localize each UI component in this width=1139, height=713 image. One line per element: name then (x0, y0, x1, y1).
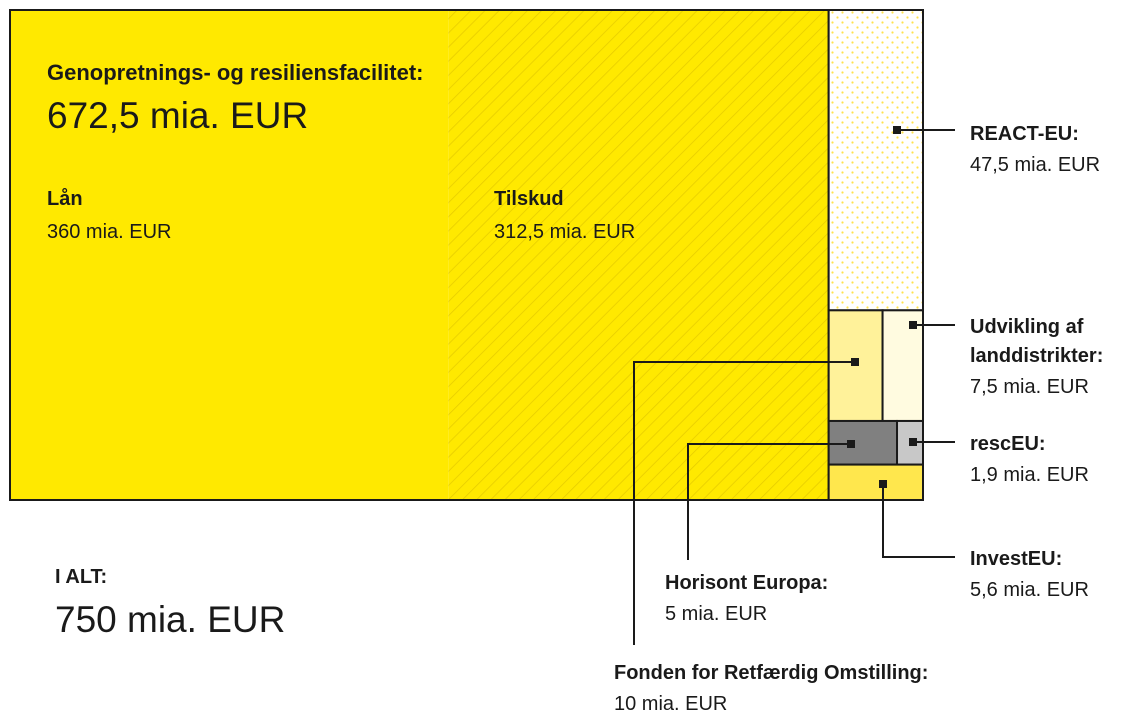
value-label: 1,9 mia. EUR (970, 464, 1089, 486)
label: Genopretnings- og resiliensfacilitet: (47, 60, 424, 85)
value-label: 47,5 mia. EUR (970, 154, 1100, 176)
value-label: 672,5 mia. EUR (47, 95, 308, 136)
total-value: 750 mia. EUR (55, 599, 285, 640)
tile (827, 463, 925, 501)
value-label: 312,5 mia. EUR (494, 221, 635, 243)
treemap (9, 9, 925, 501)
label: InvestEU: (970, 548, 1062, 570)
value-label: 5 mia. EUR (665, 603, 767, 625)
label: Tilskud (494, 188, 564, 210)
label: landdistrikter: (970, 345, 1103, 367)
tile (10, 10, 449, 500)
value-label: 7,5 mia. EUR (970, 376, 1089, 398)
label: Horisont Europa: (665, 572, 828, 594)
label: Udvikling af (970, 316, 1084, 338)
value-label: 10 mia. EUR (614, 693, 727, 713)
label: Fonden for Retfærdig Omstilling: (614, 662, 928, 684)
label: rescEU: (970, 433, 1046, 455)
tile (448, 10, 829, 500)
total-label: I ALT: (55, 566, 107, 588)
label: Lån (47, 187, 83, 210)
tile (827, 9, 925, 312)
leader (687, 443, 851, 560)
value-label: 360 mia. EUR (47, 221, 172, 243)
label: REACT-EU: (970, 123, 1079, 145)
tile (827, 419, 899, 466)
leaders (633, 126, 955, 645)
leader (633, 361, 855, 645)
leader (882, 484, 955, 558)
value-label: 5,6 mia. EUR (970, 579, 1089, 601)
